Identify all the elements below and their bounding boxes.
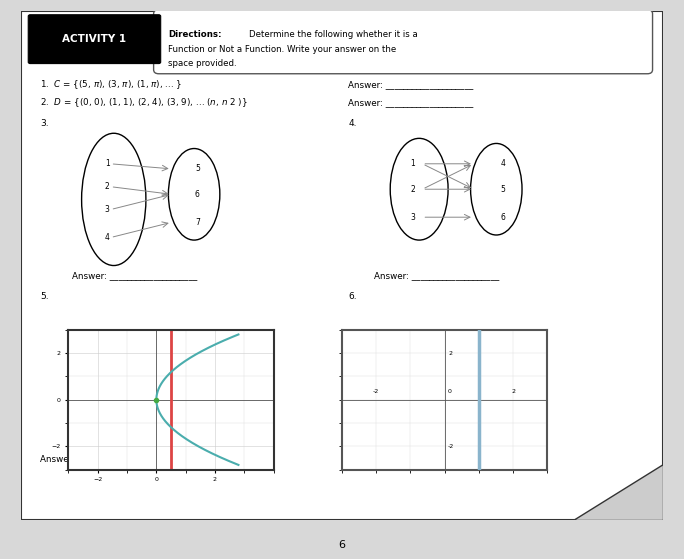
Text: 5.: 5. bbox=[40, 292, 49, 301]
Text: 7: 7 bbox=[195, 218, 200, 227]
Text: Answer: ____________________: Answer: ____________________ bbox=[348, 98, 474, 107]
Text: 2.  $D$ = {(0, 0), (1, 1), (2, 4), (3, 9), ... ($n$, $n$ 2 )}: 2. $D$ = {(0, 0), (1, 1), (2, 4), (3, 9)… bbox=[40, 96, 248, 109]
Text: Function or Not a Function. Write your answer on the: Function or Not a Function. Write your a… bbox=[168, 45, 397, 54]
Text: -2: -2 bbox=[448, 444, 454, 449]
Polygon shape bbox=[573, 464, 663, 520]
Text: 3.: 3. bbox=[40, 119, 49, 127]
Text: Answer: ____________________: Answer: ____________________ bbox=[72, 271, 197, 280]
Text: 1: 1 bbox=[410, 159, 415, 168]
Text: Directions:: Directions: bbox=[168, 30, 222, 39]
Text: 0: 0 bbox=[448, 389, 452, 394]
Text: Answer: ____________________: Answer: ____________________ bbox=[40, 454, 165, 463]
Text: Answer: ____________________: Answer: ____________________ bbox=[348, 80, 474, 89]
Text: 3: 3 bbox=[105, 205, 109, 214]
Text: 2: 2 bbox=[511, 389, 515, 394]
Text: 6: 6 bbox=[339, 540, 345, 550]
Text: 5: 5 bbox=[195, 164, 200, 173]
Text: 6: 6 bbox=[195, 190, 200, 199]
Text: ACTIVITY 1: ACTIVITY 1 bbox=[62, 34, 127, 44]
Text: 2: 2 bbox=[448, 350, 452, 356]
Text: 1: 1 bbox=[105, 159, 109, 168]
Text: 2: 2 bbox=[410, 184, 415, 194]
Text: 4: 4 bbox=[500, 159, 505, 168]
Text: space provided.: space provided. bbox=[168, 59, 237, 68]
Text: -2: -2 bbox=[373, 389, 380, 394]
Text: 6.: 6. bbox=[348, 292, 357, 301]
Text: 4: 4 bbox=[105, 233, 109, 242]
FancyBboxPatch shape bbox=[28, 15, 161, 64]
Text: 5: 5 bbox=[500, 184, 505, 194]
Text: 6: 6 bbox=[500, 212, 505, 222]
Text: Determine the following whether it is a: Determine the following whether it is a bbox=[249, 30, 417, 39]
Text: 2: 2 bbox=[105, 182, 109, 191]
FancyBboxPatch shape bbox=[154, 10, 653, 74]
Text: 1.  $C$ = {(5, $\pi$), (3, $\pi$), (1, $\pi$), ... }: 1. $C$ = {(5, $\pi$), (3, $\pi$), (1, $\… bbox=[40, 79, 183, 91]
Text: 4.: 4. bbox=[348, 119, 357, 127]
Text: 3: 3 bbox=[410, 212, 415, 222]
Text: Answer: ____________________: Answer: ____________________ bbox=[348, 454, 474, 463]
Text: Answer: ____________________: Answer: ____________________ bbox=[374, 271, 499, 280]
